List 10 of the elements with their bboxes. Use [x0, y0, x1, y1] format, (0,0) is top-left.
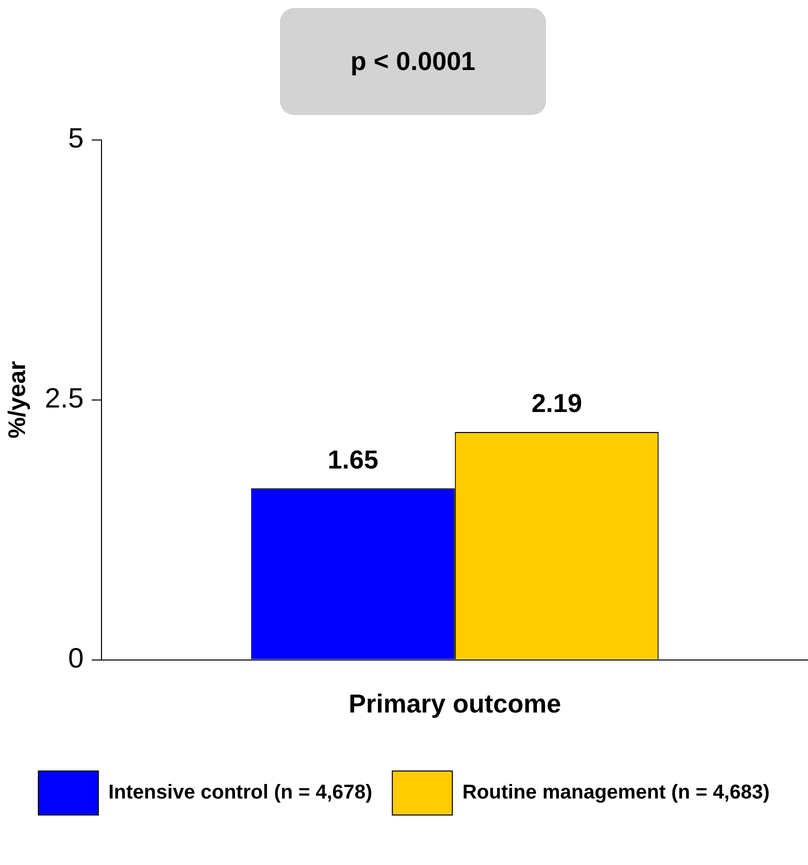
text: p < 0.0001 — [280, 8, 546, 115]
y-tick-label: 2.5 — [44, 382, 84, 414]
x-tick-label: Primary outcome — [348, 688, 562, 719]
data-label: 2.19 — [531, 388, 582, 418]
y-tick-label: 5 — [68, 122, 84, 154]
legend-label: Routine management (n = 4,683) — [462, 782, 770, 804]
y-axis-title: %/year — [4, 361, 32, 438]
y-tick-label: 0 — [68, 642, 84, 674]
data-label: 1.65 — [328, 444, 378, 474]
legend-label: Intensive control (n = 4,678) — [108, 782, 372, 804]
